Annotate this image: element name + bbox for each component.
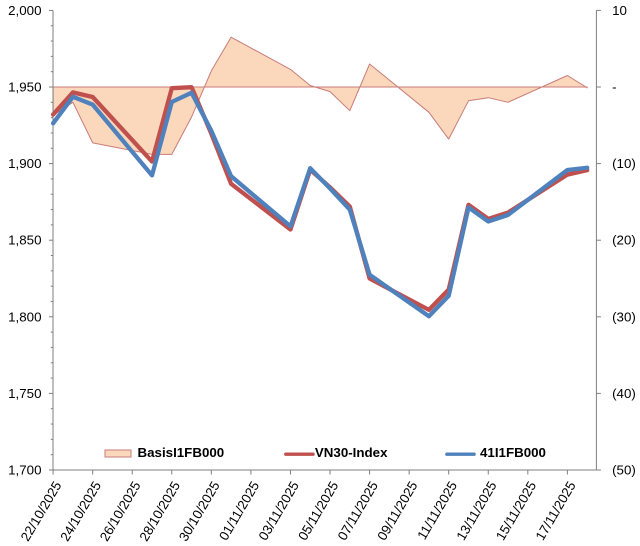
svg-text:-: -	[612, 79, 616, 94]
svg-text:(20): (20)	[612, 233, 636, 248]
svg-text:41I1FB000: 41I1FB000	[480, 445, 546, 460]
svg-text:1,800: 1,800	[8, 309, 41, 324]
svg-text:(40): (40)	[612, 386, 636, 401]
svg-text:1,750: 1,750	[8, 386, 41, 401]
svg-text:VN30-Index: VN30-Index	[315, 445, 388, 460]
svg-text:(50): (50)	[612, 462, 636, 477]
svg-text:10: 10	[612, 3, 627, 18]
svg-text:2,000: 2,000	[8, 3, 41, 18]
svg-text:1,900: 1,900	[8, 156, 41, 171]
svg-text:(30): (30)	[612, 309, 636, 324]
svg-text:1,700: 1,700	[8, 462, 41, 477]
svg-text:1,950: 1,950	[8, 79, 41, 94]
svg-text:1,850: 1,850	[8, 233, 41, 248]
svg-text:BasisI1FB000: BasisI1FB000	[138, 445, 225, 460]
svg-text:(10): (10)	[612, 156, 636, 171]
